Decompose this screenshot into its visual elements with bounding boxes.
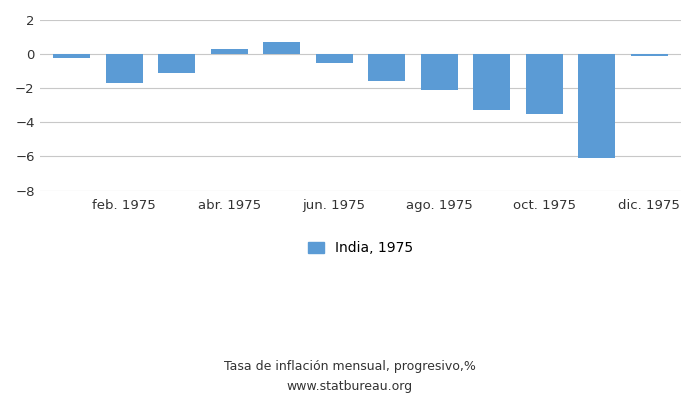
Text: www.statbureau.org: www.statbureau.org bbox=[287, 380, 413, 393]
Bar bbox=[421, 54, 458, 90]
Bar bbox=[316, 54, 353, 63]
Bar bbox=[631, 54, 668, 56]
Bar bbox=[106, 54, 143, 83]
Bar bbox=[263, 42, 300, 54]
Bar bbox=[158, 54, 195, 73]
Bar bbox=[526, 54, 563, 114]
Bar bbox=[211, 49, 248, 54]
Legend: India, 1975: India, 1975 bbox=[307, 241, 414, 255]
Bar bbox=[473, 54, 510, 110]
Bar bbox=[53, 54, 90, 58]
Bar bbox=[368, 54, 405, 82]
Text: Tasa de inflación mensual, progresivo,%: Tasa de inflación mensual, progresivo,% bbox=[224, 360, 476, 373]
Bar bbox=[578, 54, 615, 158]
